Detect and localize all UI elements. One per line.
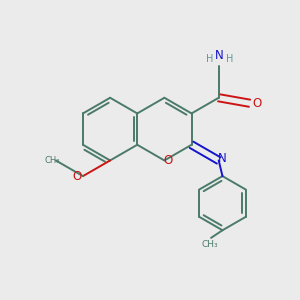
Text: N: N — [215, 49, 224, 62]
Text: CH₃: CH₃ — [44, 156, 60, 165]
Text: H: H — [206, 54, 213, 64]
Text: CH₃: CH₃ — [202, 240, 218, 249]
Text: O: O — [164, 154, 173, 167]
Text: O: O — [253, 97, 262, 110]
Text: O: O — [73, 169, 82, 183]
Text: N: N — [218, 152, 227, 165]
Text: H: H — [226, 54, 234, 64]
